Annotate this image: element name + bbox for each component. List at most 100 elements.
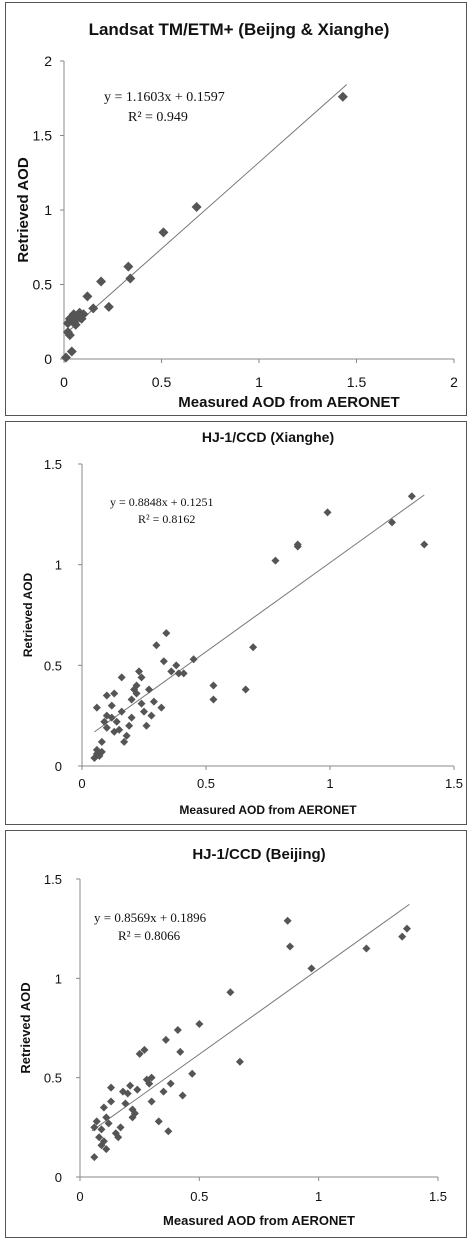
data-point [144,685,153,694]
x-tick-label: 0 [76,1189,83,1204]
data-point [158,227,169,238]
data-point [122,731,131,740]
data-point [161,1035,170,1044]
data-point [97,747,106,756]
x-tick-label: 0.5 [152,374,172,390]
data-point [166,1079,175,1088]
data-point [420,540,429,549]
data-point [110,727,119,736]
data-point [110,689,119,698]
data-point [307,964,316,973]
x-axis-label: Measured AOD from AERONET [179,803,357,817]
data-point [323,508,332,517]
data-point [132,681,141,690]
data-point [125,721,134,730]
y-tick-label: 2 [44,53,52,69]
chart-title: Landsat TM/ETM+ (Beijng & Xianghe) [89,20,390,39]
r-squared-label: R² = 0.8162 [138,512,195,526]
data-point [293,540,302,549]
data-point [99,1103,108,1112]
data-point [337,91,348,102]
scatter-chart-hj1-beijing: HJ-1/CCD (Beijing) 0 0.5 1 1.5 0 0.5 1 1.5 Measur… [18,846,447,1228]
data-point [117,673,126,682]
data-point [95,1133,104,1142]
data-point [64,330,75,341]
data-point [127,713,136,722]
data-point [189,655,198,664]
data-point [125,273,136,284]
y-tick-label: 0 [55,1170,62,1185]
y-tick-label: 1 [55,558,62,573]
data-point [70,319,81,330]
data-point [135,667,144,676]
r-squared-label: R² = 0.949 [128,110,188,125]
data-point [92,1117,101,1126]
x-tick-label: 1.5 [347,374,367,390]
data-point [241,685,250,694]
data-point [191,202,202,213]
y-axis-label: Retrieved AOD [18,982,33,1073]
data-point [123,261,134,272]
data-point [107,701,116,710]
chart-panel-hj1-beijing: HJ-1/CCD (Beijing) 0 0.5 1 1.5 0 0.5 1 1.5 Measur… [5,830,467,1238]
data-point [164,1127,173,1136]
y-tick-label: 1 [55,971,62,986]
data-point [117,707,126,716]
x-axis-label: Measured AOD from AERONET [163,1213,355,1228]
data-point [107,713,116,722]
regression-equation: y = 0.8569x + 0.1896 [94,910,207,925]
data-point [102,1145,111,1154]
regression-equation: y = 1.1603x + 0.1597 [104,90,225,105]
data-point [145,1079,154,1088]
data-point [195,1020,204,1029]
data-point [107,1097,116,1106]
data-point [154,1117,163,1126]
data-point [82,291,93,302]
data-point [60,352,71,363]
data-point [137,699,146,708]
data-point [188,1069,197,1078]
data-point [162,629,171,638]
data-point [114,1133,123,1142]
data-point [112,717,121,726]
data-point [130,1109,139,1118]
data-point [132,689,141,698]
data-point [88,303,99,314]
chart-panel-landsat: Landsat TM/ETM+ (Beijng & Xianghe) 0 0.5 1 1… [5,2,467,416]
data-point [100,717,109,726]
data-point [159,657,168,666]
regression-equation: y = 0.8848x + 0.1251 [110,495,214,509]
data-point [176,1047,185,1056]
data-point [362,944,371,953]
data-point [137,673,146,682]
data-point [283,916,292,925]
data-point [149,697,158,706]
data-point [96,276,107,287]
data-point [78,309,89,320]
data-point [271,556,280,565]
x-tick-label: 1 [315,1189,322,1204]
data-point [209,681,218,690]
data-point [179,669,188,678]
x-tick-label: 0 [60,374,68,390]
data-point [398,932,407,941]
data-point [97,1125,106,1134]
data-point [116,1123,125,1132]
scatter-chart-hj1-xianghe: HJ-1/CCD (Xianghe) 0 0.5 1 1.5 0 0.5 1 1.5 Measur… [21,429,463,817]
data-point [127,695,136,704]
data-point [249,643,258,652]
data-point [126,1081,135,1090]
y-tick-label: 1.5 [44,872,62,887]
data-point [142,721,151,730]
data-point [120,737,129,746]
data-point [102,723,111,732]
y-tick-label: 1.5 [33,128,53,144]
chart-title: HJ-1/CCD (Xianghe) [202,429,334,445]
trendline [65,84,348,334]
data-point [157,703,166,712]
y-tick-label: 0.5 [44,1071,62,1086]
x-axis-label: Measured AOD from AERONET [178,394,399,411]
data-point [115,725,124,734]
y-tick-label: 0.5 [33,277,53,293]
x-tick-label: 1 [326,776,333,791]
